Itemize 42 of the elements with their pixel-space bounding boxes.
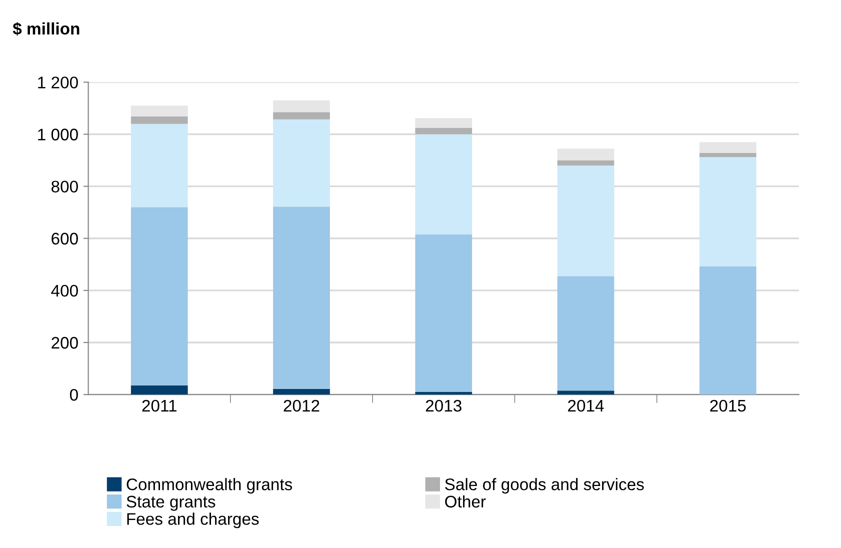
legend-label: Sale of goods and services [445,478,644,494]
bar [415,134,472,234]
bar [699,266,756,395]
y-tick-label: 1 200 [38,76,78,88]
legend-label: State grants [126,496,216,511]
x-tick-label: 2012 [284,400,320,412]
bar [557,148,614,160]
bar [699,153,756,158]
bar [273,100,330,112]
bar [130,124,188,208]
bar [415,118,472,128]
x-tick-label: 2011 [142,400,176,412]
y-tick-label: 800 [52,180,78,193]
bar [557,165,614,276]
bar [415,392,472,395]
bar [415,234,472,392]
legend-label: Other [445,495,486,508]
bar [699,142,756,153]
bar [557,390,614,395]
x-tick-label: 2013 [426,400,462,412]
x-tick-label: 2015 [710,400,746,412]
y-axis-title: $ million [12,22,80,36]
legend-label: Commonwealth grants [126,478,292,494]
x-tick-label: 2014 [568,400,604,412]
y-tick-label: 400 [51,284,78,297]
bar [273,206,330,389]
bar [130,385,188,395]
bar [699,157,756,266]
bar [130,207,188,386]
y-tick-label: 1 000 [38,128,78,140]
bar [557,160,614,166]
y-tick-label: 200 [52,336,78,349]
bar [415,128,472,134]
y-tick-label: 0 [70,388,78,401]
bar [273,119,330,207]
bar [130,106,188,117]
bar [130,116,188,124]
bar [557,276,614,391]
y-tick-label: 600 [52,232,78,245]
bar [273,388,330,395]
bar [273,112,330,120]
legend-label: Fees and charges [127,512,259,528]
